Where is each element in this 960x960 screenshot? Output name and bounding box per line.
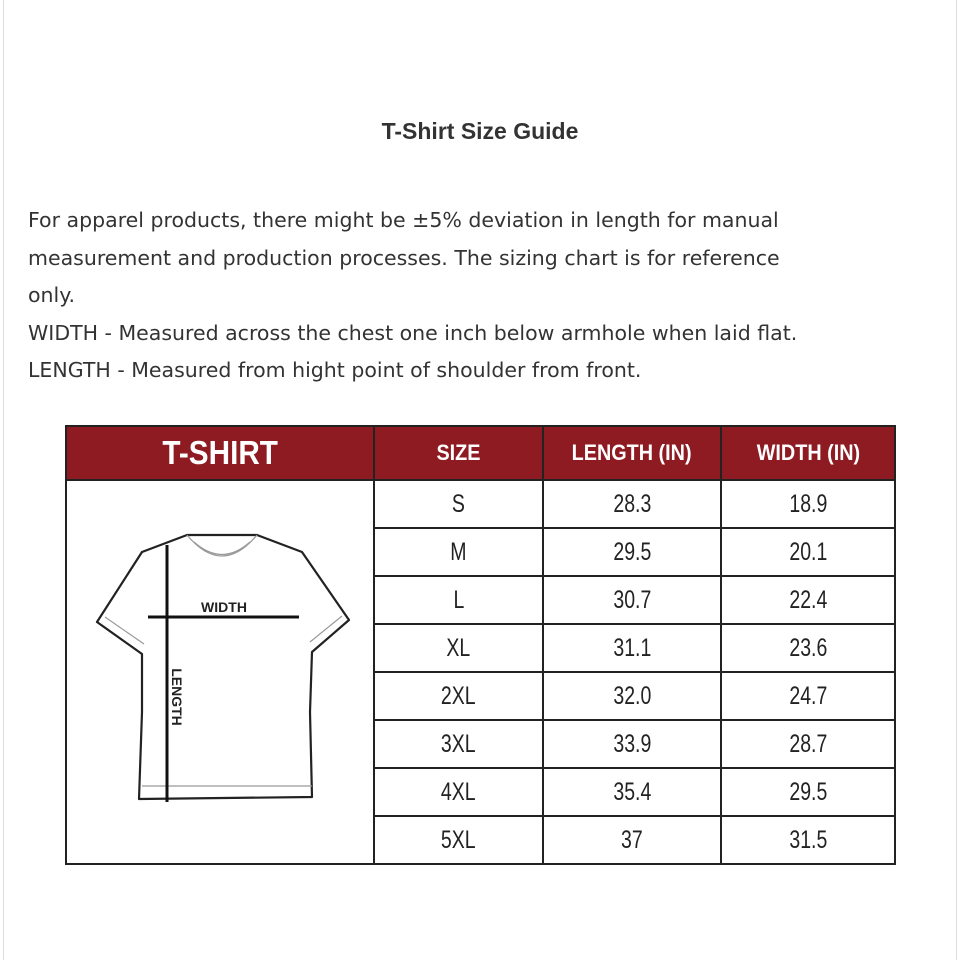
description-line: only. bbox=[28, 283, 75, 307]
header-length: LENGTH (IN) bbox=[542, 425, 722, 481]
size-cell: 2XL bbox=[373, 671, 544, 721]
left-border bbox=[3, 0, 4, 960]
width-label: WIDTH bbox=[201, 599, 247, 615]
table-row: WIDTH LENGTH S 28.3 18.9 bbox=[65, 479, 896, 865]
table-row: XL 31.1 23.6 bbox=[66, 623, 896, 673]
length-label: LENGTH bbox=[169, 668, 185, 726]
size-cell: 4XL bbox=[373, 767, 544, 817]
length-cell: 37 bbox=[542, 815, 722, 865]
description-line: For apparel products, there might be ±5%… bbox=[28, 208, 779, 232]
tshirt-outline bbox=[95, 533, 351, 801]
table-row: 4XL 35.4 29.5 bbox=[66, 767, 896, 817]
page-title: T-Shirt Size Guide bbox=[381, 118, 579, 144]
table-row: L 30.7 22.4 bbox=[66, 575, 896, 625]
length-cell: 30.7 bbox=[542, 575, 722, 625]
width-cell: 23.6 bbox=[720, 623, 896, 673]
length-cell: 29.5 bbox=[542, 527, 722, 577]
description-line: LENGTH - Measured from hight point of sh… bbox=[28, 358, 642, 382]
width-cell: 20.1 bbox=[720, 527, 896, 577]
header-size: SIZE bbox=[373, 425, 544, 481]
length-cell: 28.3 bbox=[542, 479, 722, 529]
size-cell: 5XL bbox=[373, 815, 544, 865]
size-chart-table: T-SHIRT SIZE LENGTH (IN) WIDTH (IN) WIDT… bbox=[65, 425, 896, 865]
length-cell: 35.4 bbox=[542, 767, 722, 817]
size-cell: XL bbox=[373, 623, 544, 673]
description: For apparel products, there might be ±5%… bbox=[28, 202, 938, 390]
table-header-row: T-SHIRT SIZE LENGTH (IN) WIDTH (IN) bbox=[65, 425, 896, 481]
description-line: WIDTH - Measured across the chest one in… bbox=[28, 320, 798, 345]
size-cell: L bbox=[373, 575, 544, 625]
width-cell: 29.5 bbox=[720, 767, 896, 817]
header-tshirt: T-SHIRT bbox=[65, 425, 375, 481]
width-cell: 31.5 bbox=[720, 815, 896, 865]
length-cell: 31.1 bbox=[542, 623, 722, 673]
length-cell: 32.0 bbox=[542, 671, 722, 721]
table-row: 5XL 37 31.5 bbox=[66, 815, 896, 865]
table-row: 2XL 32.0 24.7 bbox=[66, 671, 896, 721]
diagram-cell: WIDTH LENGTH bbox=[65, 479, 375, 865]
table-row: 3XL 33.9 28.7 bbox=[66, 719, 896, 769]
width-cell: 22.4 bbox=[720, 575, 896, 625]
width-cell: 28.7 bbox=[720, 719, 896, 769]
table-row: M 29.5 20.1 bbox=[66, 527, 896, 577]
size-cell: S bbox=[373, 479, 544, 529]
right-border bbox=[956, 0, 957, 960]
size-cell: M bbox=[373, 527, 544, 577]
width-cell: 24.7 bbox=[720, 671, 896, 721]
header-width: WIDTH (IN) bbox=[720, 425, 896, 481]
length-cell: 33.9 bbox=[542, 719, 722, 769]
description-line: measurement and production processes. Th… bbox=[28, 245, 780, 270]
width-cell: 18.9 bbox=[720, 479, 896, 529]
tshirt-diagram: WIDTH LENGTH bbox=[95, 533, 351, 802]
size-cell: 3XL bbox=[373, 719, 544, 769]
